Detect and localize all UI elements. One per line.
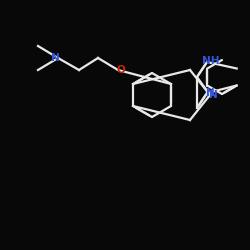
- Text: NH: NH: [202, 56, 220, 66]
- Text: N: N: [206, 88, 214, 98]
- Text: N: N: [208, 90, 218, 100]
- Text: O: O: [116, 65, 126, 75]
- Text: N: N: [50, 53, 59, 63]
